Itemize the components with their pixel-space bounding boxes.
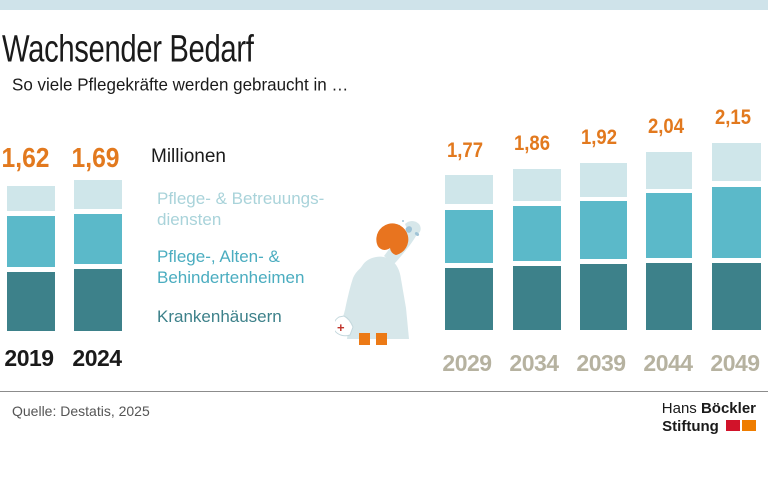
svg-text:+: + — [337, 320, 345, 335]
